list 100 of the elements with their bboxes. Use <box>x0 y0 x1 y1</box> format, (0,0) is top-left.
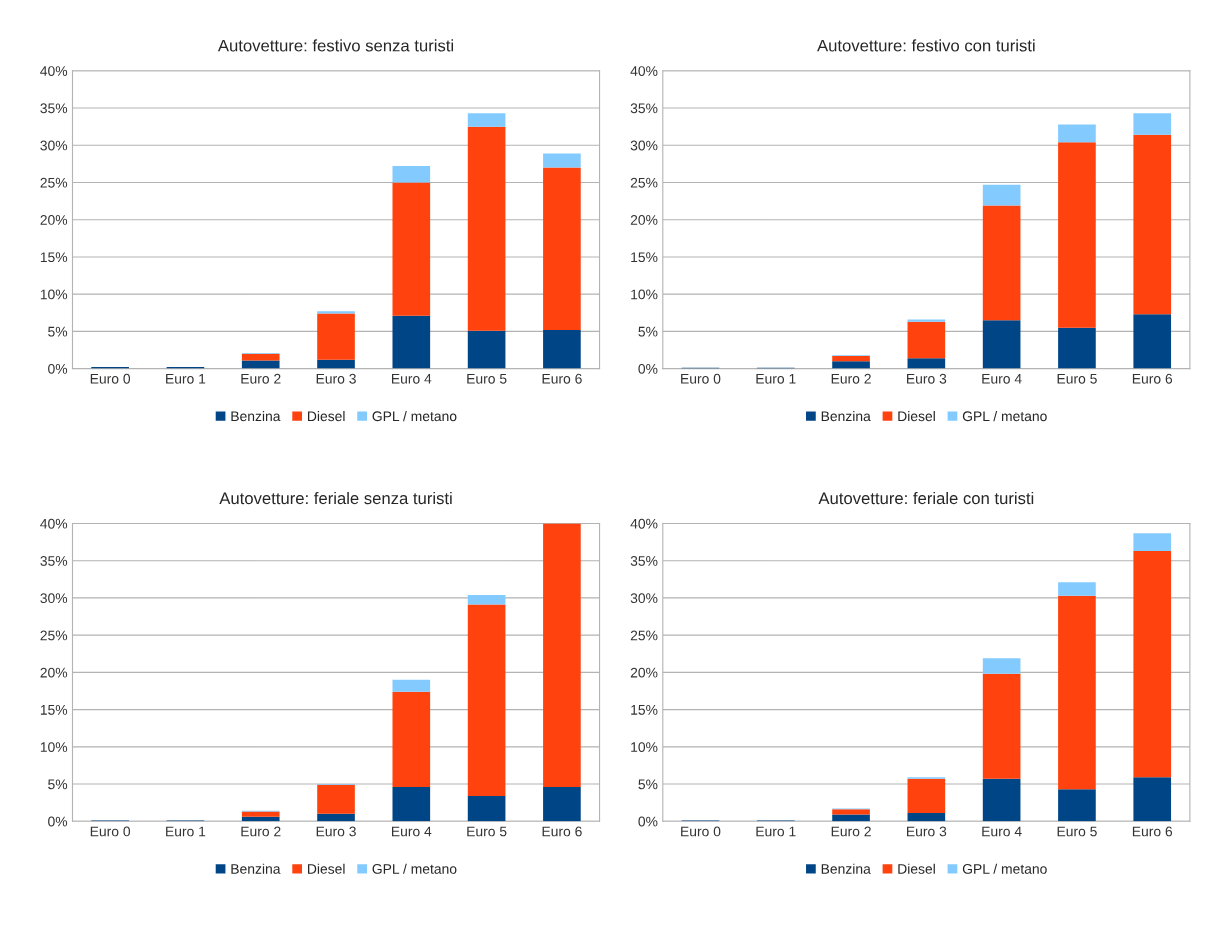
y-tick-label: 30% <box>40 593 68 604</box>
bar <box>1133 134 1172 315</box>
y-tick-label: 15% <box>40 252 68 263</box>
x-tick-label: Euro 0 <box>681 373 721 384</box>
bar <box>241 353 280 361</box>
legend-label: GPL / metano <box>372 410 457 422</box>
y-tick-label: 40% <box>630 518 658 529</box>
bar <box>832 361 870 369</box>
y-tick-label: 5% <box>638 779 658 790</box>
bar <box>467 594 506 605</box>
bar <box>1133 533 1172 552</box>
y-tick-label: 15% <box>631 705 658 715</box>
y-tick-label: 35% <box>630 103 658 114</box>
bar <box>982 184 1021 206</box>
y-tick-label: 15% <box>631 252 658 263</box>
y-tick-label: 25% <box>40 630 68 641</box>
bar <box>317 784 355 814</box>
x-tick-label: Euro 0 <box>90 826 131 837</box>
legend-label: Diesel <box>898 863 935 874</box>
x-tick-label: Euro 2 <box>831 373 871 384</box>
bar <box>832 814 870 822</box>
x-tick-label: Euro 4 <box>982 373 1022 384</box>
x-tick-label: Euro 6 <box>1132 373 1173 384</box>
chart-title: Autovetture: feriale con turisti <box>818 491 1034 505</box>
bar <box>467 330 506 369</box>
y-tick-label: 35% <box>630 556 658 566</box>
bar <box>467 604 506 796</box>
x-tick-label: Euro 5 <box>1057 826 1097 837</box>
y-tick-label: 25% <box>40 177 68 188</box>
bar <box>317 359 355 369</box>
x-tick-label: Euro 4 <box>391 826 432 837</box>
bar <box>1058 142 1096 328</box>
x-tick-label: Euro 4 <box>982 826 1022 837</box>
x-tick-label: Euro 3 <box>907 826 947 837</box>
x-tick-label: Euro 6 <box>1132 826 1173 837</box>
y-tick-label: 10% <box>631 742 658 752</box>
y-tick-label: 25% <box>630 630 658 641</box>
legend-label: Benzina <box>231 863 281 874</box>
x-tick-label: Euro 5 <box>467 826 507 837</box>
x-tick-label: Euro 3 <box>907 373 947 384</box>
legend-label: Diesel <box>308 863 345 874</box>
y-tick-label: 40% <box>630 66 658 76</box>
bar <box>543 153 581 168</box>
y-tick-label: 0% <box>48 816 68 827</box>
bar <box>467 795 506 822</box>
y-tick-label: 25% <box>630 177 658 188</box>
bar <box>392 679 431 692</box>
x-tick-label: Euro 3 <box>316 373 356 384</box>
y-tick-label: 35% <box>40 103 68 114</box>
x-tick-label: Euro 1 <box>166 826 206 837</box>
bar <box>392 691 431 788</box>
y-tick-label: 30% <box>630 593 658 604</box>
bar <box>392 166 431 183</box>
y-tick-label: 15% <box>40 705 68 715</box>
y-tick-label: 30% <box>630 140 658 151</box>
bar <box>832 355 870 362</box>
legend-label: GPL / metano <box>962 410 1047 422</box>
bar <box>241 811 280 817</box>
bar <box>467 113 506 127</box>
x-tick-label: Euro 1 <box>166 373 206 384</box>
bar <box>982 658 1021 674</box>
y-tick-label: 20% <box>40 215 68 225</box>
x-tick-label: Euro 6 <box>542 826 582 837</box>
bar <box>543 329 581 369</box>
bar <box>1133 777 1172 822</box>
legend-label: Diesel <box>308 410 345 422</box>
y-tick-label: 10% <box>40 742 68 752</box>
legend-label: GPL / metano <box>372 863 457 874</box>
legend-label: GPL / metano <box>962 863 1047 874</box>
bar <box>982 673 1021 779</box>
y-tick-label: 0% <box>638 816 658 827</box>
bar <box>543 523 581 788</box>
bar <box>832 809 870 815</box>
bar <box>1058 327 1096 369</box>
bar <box>907 358 946 369</box>
y-tick-label: 10% <box>40 289 68 300</box>
bar <box>392 787 431 822</box>
y-tick-label: 0% <box>638 363 658 374</box>
x-tick-label: Euro 0 <box>90 373 131 384</box>
y-tick-label: 10% <box>631 289 658 300</box>
y-tick-label: 40% <box>40 66 68 76</box>
bar <box>1058 595 1096 790</box>
legend-label: Benzina <box>231 410 281 422</box>
x-tick-label: Euro 5 <box>1057 373 1097 384</box>
bar <box>982 320 1021 369</box>
y-tick-label: 40% <box>40 518 68 529</box>
bar <box>1133 551 1172 778</box>
y-tick-label: 5% <box>48 326 68 337</box>
bar <box>543 167 581 330</box>
bar <box>1133 314 1172 369</box>
bar <box>467 126 506 331</box>
bar <box>317 311 355 314</box>
chart-title: Autovetture: feriale senza turisti <box>219 491 452 505</box>
x-tick-label: Euro 3 <box>316 826 356 837</box>
y-tick-label: 30% <box>40 140 68 151</box>
chart-title: Autovetture: festivo con turisti <box>817 39 1035 52</box>
x-tick-label: Euro 2 <box>241 373 281 384</box>
bar <box>907 813 946 822</box>
bar <box>982 205 1021 321</box>
bar <box>907 319 946 322</box>
